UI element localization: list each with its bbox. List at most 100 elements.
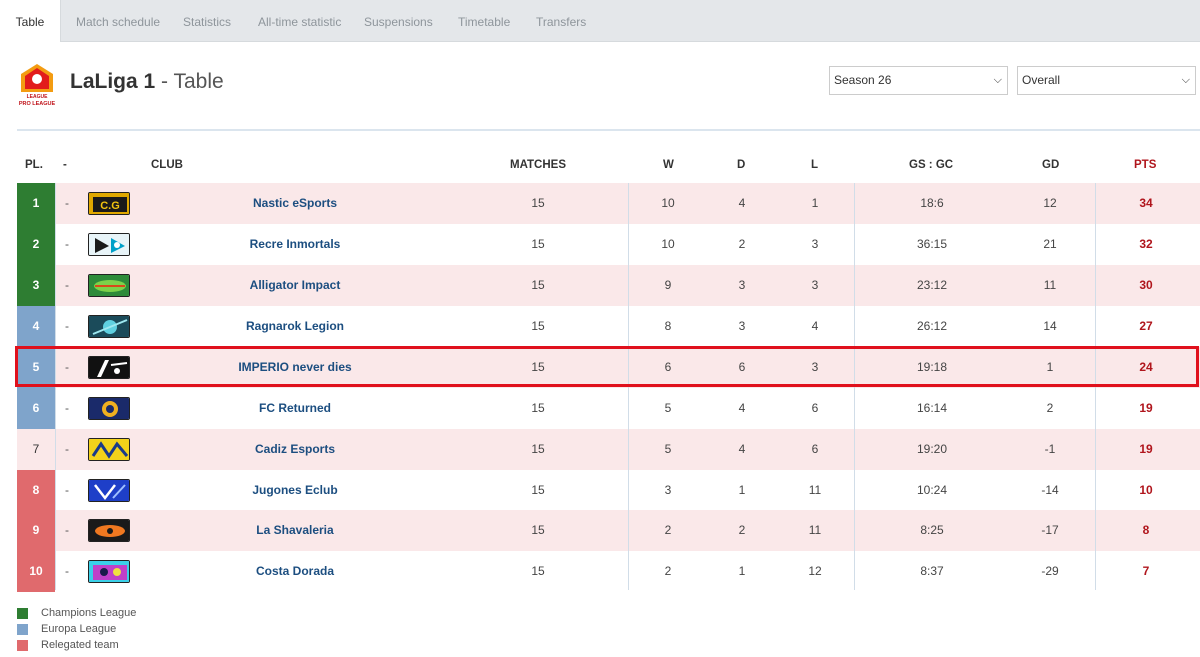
- tab-timetable[interactable]: Timetable: [458, 15, 511, 29]
- wins-cell: 5: [664, 442, 672, 456]
- draws-cell: 4: [738, 442, 746, 456]
- points-cell: 24: [1139, 360, 1153, 374]
- position-cell: 6: [17, 388, 55, 429]
- legend-label: Champions League: [41, 607, 137, 619]
- logo-text-bottom: PRO LEAGUE: [19, 101, 56, 107]
- club-logo[interactable]: [88, 479, 130, 502]
- matches-cell: 15: [531, 564, 545, 578]
- club-logo[interactable]: [88, 233, 130, 256]
- table-row[interactable]: 7 - Cadiz Esports 15 5 4 6 19:20 -1 19: [17, 429, 1200, 470]
- tab-transfers[interactable]: Transfers: [536, 15, 587, 29]
- draws-cell: 1: [738, 483, 746, 497]
- club-name[interactable]: Recre Inmortals: [249, 237, 341, 251]
- goals-cell: 18:6: [920, 196, 944, 210]
- points-cell: 8: [1142, 523, 1150, 537]
- scope-select[interactable]: Overall ⌵: [1017, 66, 1196, 95]
- rank-change: -: [65, 523, 69, 537]
- matches-cell: 15: [531, 278, 545, 292]
- col-header-goal-difference[interactable]: GD: [1042, 159, 1060, 171]
- table-row[interactable]: 3 - Alligator Impact 15 9 3 3 23:12 11 3…: [17, 265, 1200, 306]
- club-name[interactable]: La Shavaleria: [256, 523, 334, 537]
- col-header-draws[interactable]: D: [737, 159, 746, 171]
- scope-select-value: Overall: [1022, 73, 1061, 87]
- club-logo[interactable]: [88, 315, 130, 338]
- club-name[interactable]: IMPERIO never dies: [238, 360, 352, 374]
- club-name[interactable]: Nastic eSports: [252, 196, 338, 210]
- goals-cell: 19:20: [916, 442, 948, 456]
- club-logo[interactable]: [88, 274, 130, 297]
- position-cell: 5: [17, 347, 55, 388]
- table-row[interactable]: 10 - Costa Dorada 15 2 1 12 8:37 -29 7: [17, 551, 1200, 592]
- goal-difference-cell: -14: [1041, 483, 1059, 497]
- losses-cell: 11: [808, 483, 822, 497]
- column-divider: [55, 183, 56, 590]
- club-logo[interactable]: [88, 397, 130, 420]
- col-header-points[interactable]: PTS: [1134, 159, 1157, 171]
- table-row[interactable]: 2 - Recre Inmortals 15 10 2 3 36:15 21 3…: [17, 224, 1200, 265]
- draws-cell: 4: [738, 196, 746, 210]
- losses-cell: 3: [811, 237, 819, 251]
- position-cell: 1: [17, 183, 55, 224]
- column-divider: [628, 183, 629, 590]
- matches-cell: 15: [531, 523, 545, 537]
- club-name[interactable]: Jugones Eclub: [252, 483, 338, 497]
- tab-all-time-statistic[interactable]: All-time statistic: [258, 15, 342, 29]
- matches-cell: 15: [531, 483, 545, 497]
- col-header-goals[interactable]: GS : GC: [909, 159, 954, 171]
- wins-cell: 5: [664, 401, 672, 415]
- wins-cell: 2: [664, 564, 672, 578]
- goals-cell: 8:37: [920, 564, 944, 578]
- losses-cell: 6: [811, 442, 819, 456]
- table-row[interactable]: 6 - FC Returned 15 5 4 6 16:14 2 19: [17, 388, 1200, 429]
- tab-suspensions[interactable]: Suspensions: [364, 15, 433, 29]
- club-name[interactable]: FC Returned: [259, 401, 331, 415]
- club-logo[interactable]: [88, 356, 130, 379]
- col-header-club[interactable]: CLUB: [151, 159, 183, 171]
- rank-change: -: [65, 278, 69, 292]
- table-row[interactable]: 8 - Jugones Eclub 15 3 1 11 10:24 -14 10: [17, 470, 1200, 511]
- matches-cell: 15: [531, 237, 545, 251]
- club-logo[interactable]: [88, 560, 130, 583]
- table-row[interactable]: 5 - IMPERIO never dies 15 6 6 3 19:18 1 …: [17, 347, 1200, 388]
- tab-match-schedule[interactable]: Match schedule: [76, 15, 161, 29]
- losses-cell: 3: [811, 360, 819, 374]
- club-logo[interactable]: [88, 519, 130, 542]
- club-logo[interactable]: [88, 438, 130, 461]
- club-name[interactable]: Ragnarok Legion: [245, 319, 344, 333]
- logo-text-top: LEAGUE: [27, 94, 49, 100]
- table-row[interactable]: 1 - C.G Nastic eSports 15 10 4 1 18:6 12…: [17, 183, 1200, 224]
- rank-change: -: [65, 442, 69, 456]
- losses-cell: 12: [808, 564, 822, 578]
- position-cell: 7: [32, 442, 40, 456]
- title-separator: -: [155, 70, 174, 93]
- col-header-wins[interactable]: W: [663, 159, 674, 171]
- rank-change: -: [65, 196, 69, 210]
- table-row[interactable]: 9 - La Shavaleria 15 2 2 11 8:25 -17 8: [17, 510, 1200, 551]
- col-header-matches[interactable]: MATCHES: [510, 159, 567, 171]
- legend-swatch: [17, 608, 28, 619]
- col-header-losses[interactable]: L: [811, 159, 819, 171]
- draws-cell: 1: [738, 564, 746, 578]
- club-name[interactable]: Alligator Impact: [249, 278, 341, 292]
- position-cell: 2: [17, 224, 55, 265]
- goal-difference-cell: 21: [1043, 237, 1057, 251]
- club-name[interactable]: Costa Dorada: [255, 564, 335, 578]
- col-header-position[interactable]: PL.: [25, 159, 43, 171]
- table-row[interactable]: 4 - Ragnarok Legion 15 8 3 4 26:12 14 27: [17, 306, 1200, 347]
- club-logo[interactable]: C.G: [88, 192, 130, 215]
- wins-cell: 6: [664, 360, 672, 374]
- points-cell: 19: [1139, 442, 1153, 456]
- points-cell: 27: [1139, 319, 1153, 333]
- club-name[interactable]: Cadiz Esports: [254, 442, 335, 456]
- tab-statistics[interactable]: Statistics: [183, 15, 232, 29]
- col-header-change: -: [63, 159, 67, 171]
- tab-table[interactable]: Table: [0, 0, 61, 42]
- goals-cell: 19:18: [916, 360, 948, 374]
- goal-difference-cell: 14: [1043, 319, 1057, 333]
- season-select[interactable]: Season 26 ⌵: [829, 66, 1008, 95]
- page-title: LaLiga 1 - Table: [70, 70, 224, 94]
- points-cell: 10: [1139, 483, 1153, 497]
- draws-cell: 3: [738, 319, 746, 333]
- wins-cell: 10: [661, 196, 675, 210]
- rank-change: -: [65, 401, 69, 415]
